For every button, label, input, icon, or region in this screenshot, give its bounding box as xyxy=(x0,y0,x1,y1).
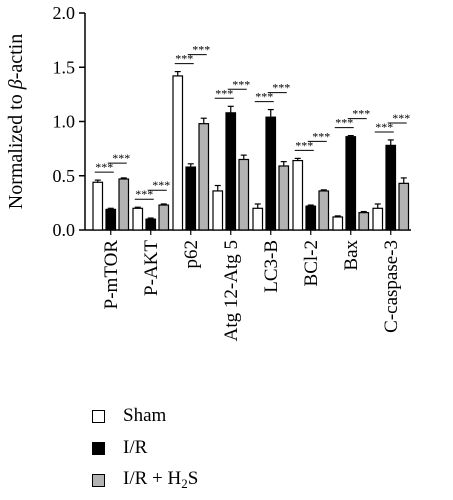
bar-3-1 xyxy=(225,112,237,231)
legend-label-sham: Sham xyxy=(123,405,167,426)
bar-1-0 xyxy=(132,207,144,231)
x-tick-label-1: P-AKT xyxy=(141,240,162,296)
bar-4-2 xyxy=(278,165,290,231)
legend-item-ir-h2s: I/R + H2S xyxy=(92,464,392,496)
bar-0-0 xyxy=(92,181,104,231)
legend-label-ir-h2s-main: I/R + H xyxy=(123,468,182,489)
legend-swatch-ir-h2s xyxy=(92,473,105,487)
x-tick-label-2: p62 xyxy=(181,240,202,269)
bar-4-1 xyxy=(265,116,277,231)
bar-4-0 xyxy=(252,207,264,231)
y-axis-label: Normalized to β-actin xyxy=(5,34,27,209)
sig-label-b-1: *** xyxy=(152,178,170,192)
sig-label-a-0: *** xyxy=(95,160,113,174)
bar-1-1 xyxy=(145,218,157,231)
y-tick-label-3: 1.5 xyxy=(53,57,76,77)
sig-label-a-6: *** xyxy=(335,116,353,130)
y-tick-label-1: 0.5 xyxy=(53,166,76,186)
legend-swatch-sham xyxy=(92,409,105,423)
legend: Sham I/R I/R + H2S xyxy=(92,400,392,496)
sig-label-b-3: *** xyxy=(232,77,250,91)
sig-label-a-5: *** xyxy=(295,138,313,152)
bar-7-1 xyxy=(385,144,397,231)
legend-label-ir-h2s-sub: 2 xyxy=(181,476,188,491)
legend-item-ir: I/R xyxy=(92,432,392,464)
sig-label-b-5: *** xyxy=(312,129,330,143)
bar-0-1 xyxy=(105,208,117,231)
sig-label-b-2: *** xyxy=(192,43,210,57)
y-tick-label-4: 2.0 xyxy=(53,3,76,23)
x-tick-label-3: Atg 12-Atg 5 xyxy=(221,240,242,341)
legend-label-ir: I/R xyxy=(123,437,148,458)
bar-7-2 xyxy=(398,182,410,231)
y-tick-label-0: 0.0 xyxy=(53,220,76,240)
x-tick-label-7: C-caspase-3 xyxy=(381,240,402,333)
sig-label-a-1: *** xyxy=(135,187,153,201)
legend-label-ir-h2s-tail: S xyxy=(187,468,199,489)
bar-3-2 xyxy=(238,158,250,231)
bar-5-1 xyxy=(305,205,317,231)
sig-label-b-0: *** xyxy=(112,151,130,165)
legend-swatch-ir xyxy=(92,441,105,455)
x-tick-label-6: Bax xyxy=(341,240,362,271)
sig-label-b-7: *** xyxy=(392,111,410,125)
bar-5-0 xyxy=(292,159,304,231)
bar-7-0 xyxy=(372,207,384,231)
bar-2-0 xyxy=(172,75,184,231)
sig-label-b-6: *** xyxy=(352,107,370,121)
sig-label-b-4: *** xyxy=(272,81,290,95)
bar-2-2 xyxy=(198,123,210,231)
x-tick-label-4: LC3-B xyxy=(261,240,282,293)
bar-6-1 xyxy=(345,136,357,231)
bar-5-2 xyxy=(318,190,330,231)
x-tick-label-0: P-mTOR xyxy=(101,240,122,310)
bar-6-0 xyxy=(332,216,344,231)
legend-label-ir-h2s: I/R + H2S xyxy=(123,468,198,492)
sig-label-a-4: *** xyxy=(255,90,273,104)
bar-2-1 xyxy=(185,166,197,231)
bar-1-2 xyxy=(158,204,170,231)
sig-label-a-3: *** xyxy=(215,86,233,100)
legend-item-sham: Sham xyxy=(92,400,392,432)
sig-label-a-2: *** xyxy=(175,52,193,66)
bar-3-0 xyxy=(212,190,224,231)
sig-label-a-7: *** xyxy=(375,120,393,134)
y-tick-label-2: 1.0 xyxy=(53,112,76,132)
x-tick-label-5: BCl-2 xyxy=(301,240,322,286)
bar-0-2 xyxy=(118,178,130,231)
bar-6-2 xyxy=(358,212,370,231)
